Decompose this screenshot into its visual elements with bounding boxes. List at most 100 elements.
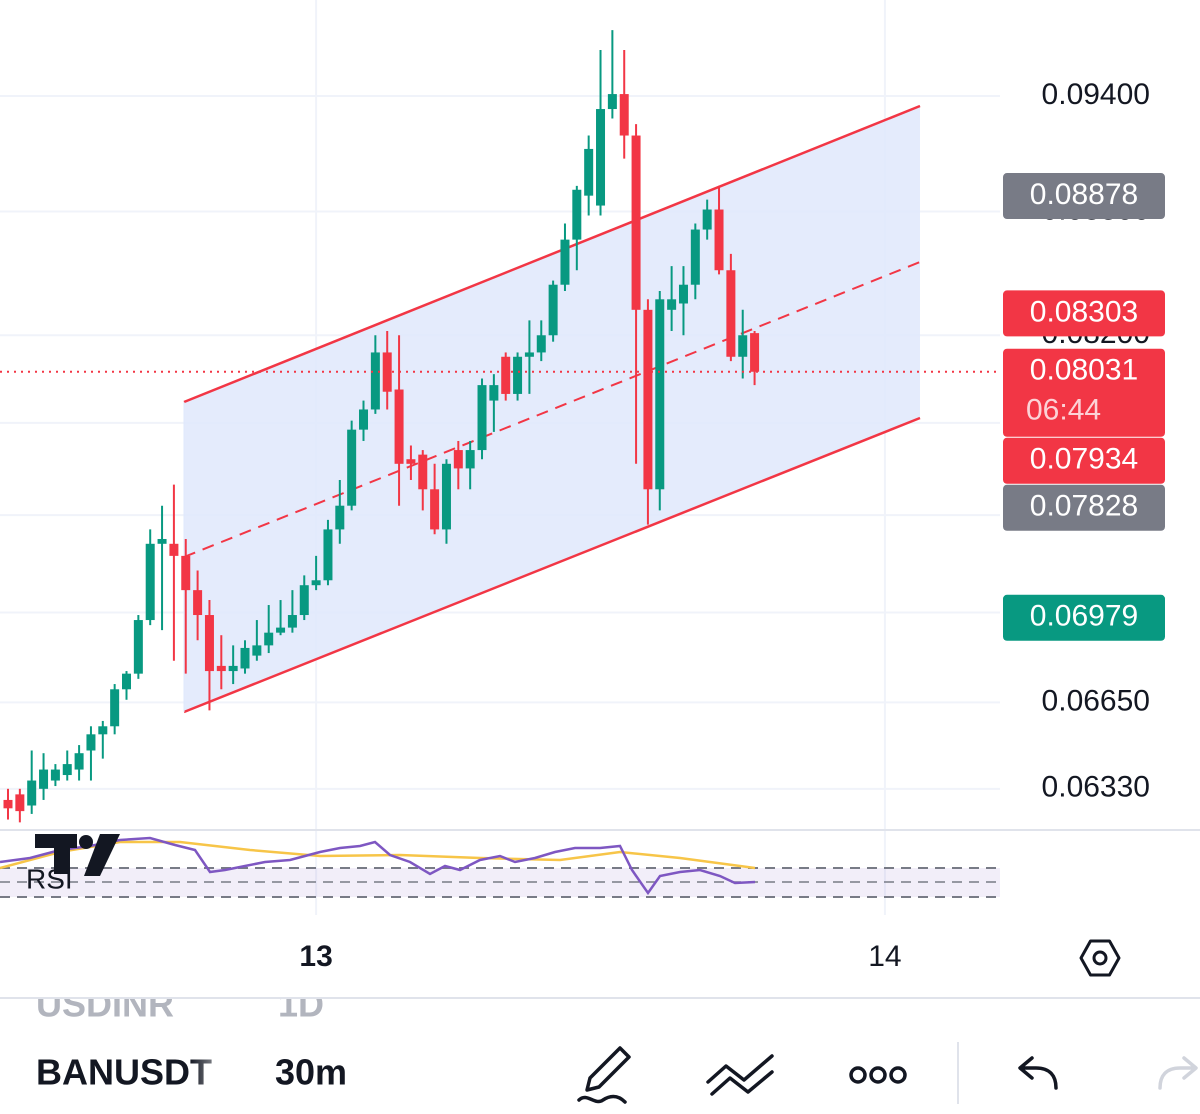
candles: [3, 30, 760, 823]
candle-body: [607, 94, 617, 110]
y-tick-label: 0.06330: [1042, 771, 1150, 804]
channel-bottom: [183, 416, 921, 714]
candle-body: [204, 615, 214, 672]
candle-body: [264, 632, 274, 646]
candle-body: [98, 726, 108, 735]
candle-body: [382, 352, 392, 392]
candle-body: [513, 356, 523, 394]
candle-body: [240, 647, 250, 669]
price-badge-label: 0.08031: [1030, 354, 1138, 387]
candle-body: [15, 794, 25, 812]
candle-body: [465, 450, 475, 469]
candle-body: [216, 665, 226, 672]
y-tick-label: 0.09400: [1042, 78, 1150, 111]
main-pane: [3, 30, 921, 823]
price-badge: [1003, 484, 1165, 531]
interval-prev[interactable]: 1D: [278, 984, 324, 1025]
candle-body: [145, 543, 155, 621]
interval[interactable]: 30m: [275, 1052, 347, 1093]
candle-body: [536, 335, 546, 353]
price-badge: [1003, 594, 1165, 641]
lines-icon[interactable]: [706, 1054, 774, 1096]
candle-body: [750, 333, 760, 372]
price-badge-label: 0.08878: [1030, 178, 1138, 211]
candle-body: [738, 335, 748, 357]
price-badge: [1003, 437, 1165, 484]
candle-body: [335, 505, 345, 530]
symbol-prev[interactable]: USDINR: [36, 984, 174, 1025]
settings-icon[interactable]: [1079, 939, 1121, 977]
price-badge-label: 0.06979: [1030, 600, 1138, 633]
symbol[interactable]: BANUSDT: [36, 1052, 212, 1093]
candle-body: [193, 590, 203, 616]
candle-body: [276, 627, 286, 633]
price-badge: [1003, 173, 1165, 220]
candle-body: [430, 489, 440, 530]
candle-body: [133, 620, 143, 674]
candle-body: [441, 463, 451, 530]
candle-body: [86, 734, 96, 751]
candle-body: [619, 94, 629, 136]
candle-body: [347, 429, 357, 506]
candle-body: [501, 356, 511, 394]
candle-body: [169, 543, 179, 556]
rsi-line: [0, 836, 756, 896]
symbol-fade: [190, 1050, 242, 1100]
channel-mid: [183, 261, 921, 558]
candle-body: [560, 239, 570, 285]
candle-body: [39, 769, 49, 789]
candle-body: [311, 580, 321, 586]
candle-body: [702, 209, 712, 230]
candle-body: [359, 409, 369, 430]
y-tick-label: 0.06650: [1042, 684, 1150, 717]
candle-body: [27, 780, 37, 806]
candle-body: [370, 352, 380, 410]
x-tick-label: 14: [868, 940, 901, 973]
candle-body: [655, 299, 665, 490]
more-icon[interactable]: [849, 1066, 907, 1084]
candle-body: [714, 209, 724, 271]
symbol-history: USDINR 1D: [36, 984, 324, 1025]
candle-body: [477, 385, 487, 451]
redo-icon[interactable]: [1158, 1056, 1198, 1090]
price-badge: [1003, 348, 1165, 437]
candle-body: [3, 799, 13, 809]
candle-body: [524, 352, 534, 357]
price-badge: [1003, 290, 1165, 337]
candle-body: [228, 665, 238, 672]
candle-body: [110, 689, 120, 727]
candle-body: [418, 454, 428, 490]
candle-body: [157, 538, 167, 544]
candle-body: [62, 764, 72, 776]
x-axis: 13 14: [299, 940, 901, 973]
price-badge-label: 0.07828: [1030, 490, 1138, 523]
price-badges: 0.08878 0.08303 0.08031 06:44 0.07934 0.07828…: [1003, 173, 1165, 641]
candle-body: [596, 109, 606, 206]
undo-icon[interactable]: [1018, 1056, 1058, 1090]
channel-fill: [184, 106, 920, 712]
candle-body: [631, 135, 641, 310]
candle-body: [252, 645, 262, 656]
candle-body: [690, 229, 700, 285]
candle-body: [643, 309, 653, 490]
candle-body: [287, 615, 297, 628]
candle-body: [678, 284, 688, 304]
candle-body: [406, 459, 416, 464]
candle-body: [299, 585, 309, 616]
price-countdown: 06:44: [1026, 394, 1101, 427]
candle-body: [667, 299, 677, 310]
candle-body: [74, 753, 84, 770]
candle-body: [181, 555, 191, 591]
channel-top: [183, 104, 921, 404]
price-badge-label: 0.08303: [1030, 295, 1138, 328]
draw-icon[interactable]: [577, 1046, 631, 1104]
candle-body: [122, 673, 132, 690]
candle-body: [572, 189, 582, 240]
candle-body: [323, 529, 333, 581]
candle-body: [50, 769, 60, 781]
candle-body: [489, 385, 499, 401]
rsi-pane: RSI: [0, 834, 1000, 898]
candle-body: [726, 270, 736, 357]
indicator-label: RSI: [26, 863, 73, 894]
